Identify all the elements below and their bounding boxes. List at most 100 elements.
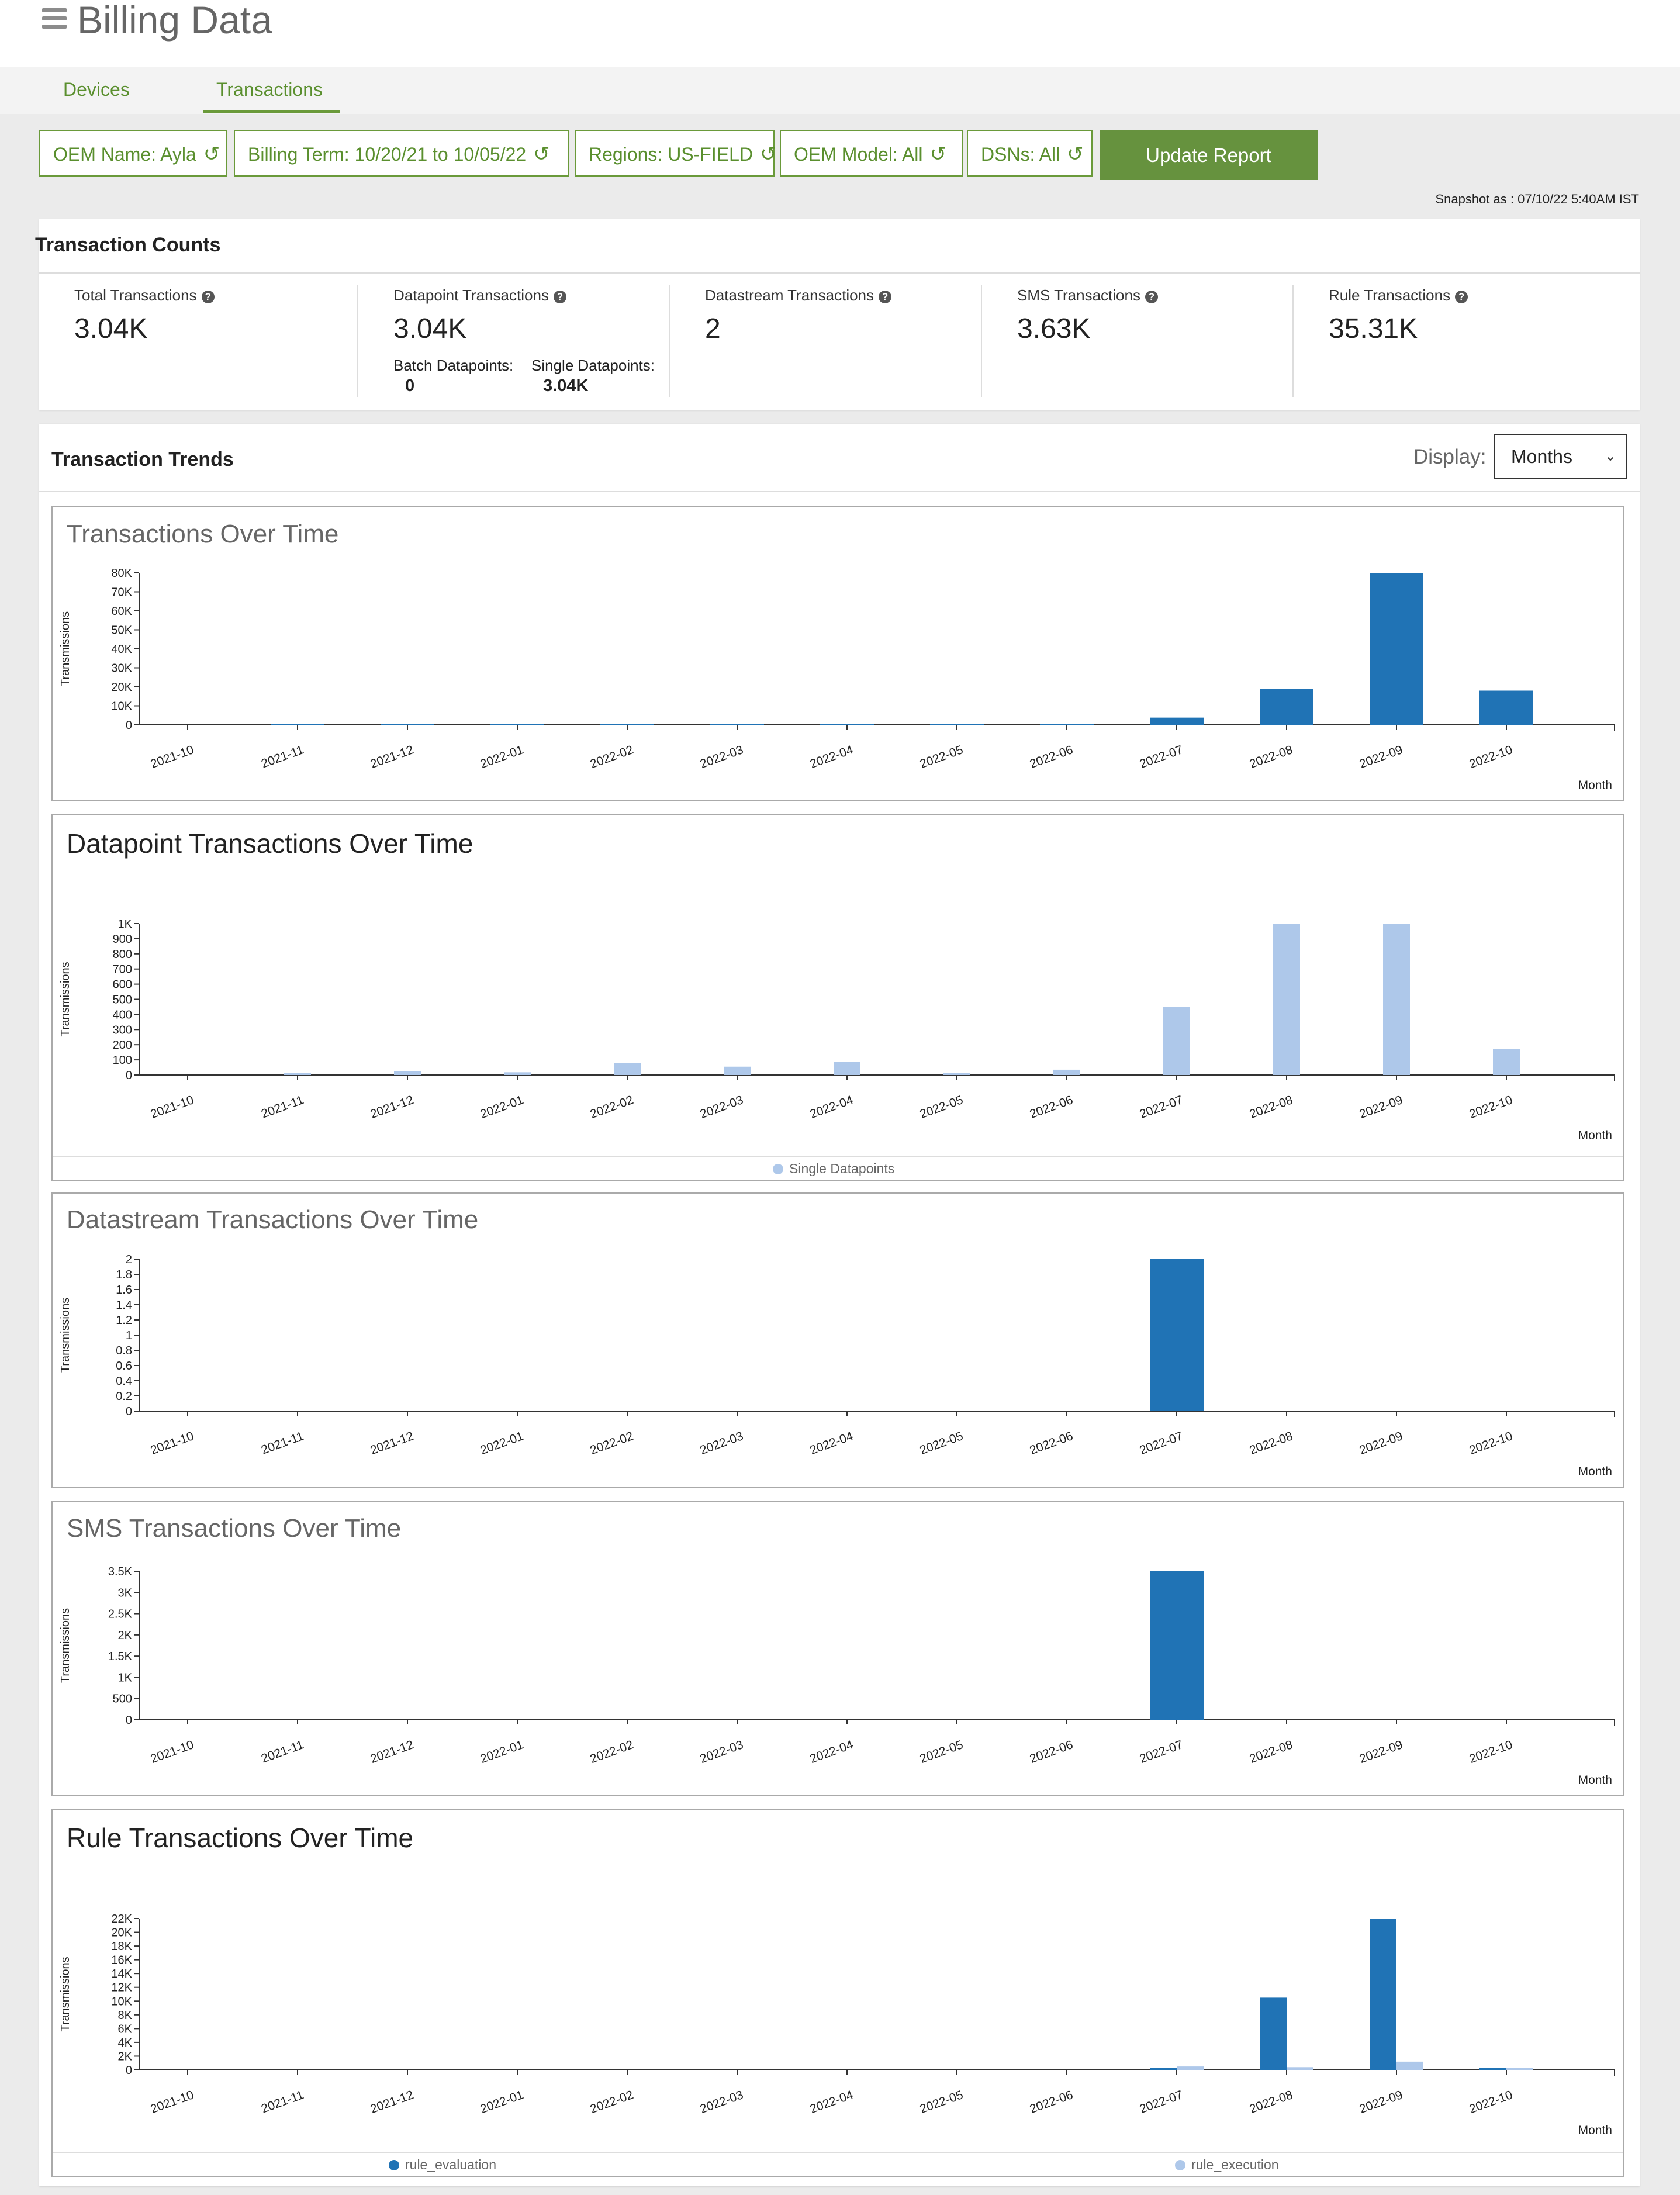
legend-item-rule-evaluation[interactable]: rule_evaluation [389, 2157, 496, 2173]
legend-label: rule_evaluation [405, 2157, 497, 2172]
reset-icon[interactable]: ↺ [533, 143, 550, 165]
bar [614, 1063, 641, 1075]
y-tick-label: 80K [111, 567, 132, 580]
y-tick-label: 2K [118, 1629, 133, 1642]
bar [710, 724, 764, 725]
x-tick-label: 2021-10 [148, 2088, 195, 2116]
y-tick-label: 2.5K [108, 1608, 133, 1621]
y-tick-label: 1K [118, 1671, 133, 1684]
x-tick-label: 2022-08 [1247, 1429, 1294, 1457]
help-icon[interactable]: ? [879, 291, 892, 303]
tab-bar: Devices Transactions [0, 67, 1680, 114]
bar [1273, 924, 1300, 1075]
x-axis-label: Month [1578, 1465, 1612, 1478]
chart-title: Datapoint Transactions Over Time [67, 828, 473, 859]
filter-label: Regions: US-FIELD [589, 144, 753, 165]
x-tick-label: 2022-02 [588, 1093, 635, 1121]
x-tick-label: 2022-07 [1138, 2088, 1184, 2116]
chart-panel-transactions: Transactions Over Time 0 10K 20K 30K 40K 50K 6… [51, 506, 1624, 801]
count-value: 3.63K [1017, 313, 1091, 344]
x-tick-label: 2022-08 [1247, 2088, 1294, 2116]
y-tick-label: 1.6 [116, 1284, 132, 1297]
y-tick-label: 20K [111, 681, 132, 694]
bar [1040, 724, 1094, 725]
legend-item-rule-execution[interactable]: rule_execution [1175, 2157, 1279, 2173]
filter-billing-term[interactable]: Billing Term: 10/20/21 to 10/05/22 ↺ [234, 130, 569, 177]
y-tick-label: 400 [113, 1008, 132, 1021]
tab-transactions[interactable]: Transactions [203, 79, 340, 113]
y-tick-label: 100 [113, 1054, 132, 1067]
bar [1150, 1571, 1204, 1720]
bar [1396, 2061, 1423, 2070]
help-icon[interactable]: ? [201, 291, 215, 303]
x-tick-label: 2022-02 [588, 1738, 635, 1766]
bar [1479, 690, 1533, 725]
bar [1053, 1069, 1080, 1075]
y-tick-label: 50K [111, 624, 132, 637]
legend-label: Single Datapoints [789, 1161, 895, 1176]
x-tick-label: 2022-02 [588, 1429, 635, 1457]
bar [1260, 689, 1313, 725]
reset-icon[interactable]: ↺ [759, 143, 777, 165]
x-tick-label: 2022-05 [918, 2088, 965, 2116]
bar [943, 1073, 970, 1075]
x-tick-label: 2022-06 [1028, 1429, 1074, 1457]
x-tick-label: 2022-07 [1138, 1093, 1184, 1121]
transaction-counts-card [39, 219, 1640, 410]
chart-panel-rules: Rule Transactions Over Time 0 2K 4K 6K 8K 10K… [51, 1809, 1624, 2177]
display-period-select[interactable]: Months ⌄ [1494, 434, 1627, 479]
reset-icon[interactable]: ↺ [203, 143, 220, 165]
y-axis-label: Transmissions [59, 1298, 72, 1373]
y-tick-label: 1.4 [116, 1299, 132, 1312]
tab-devices[interactable]: Devices [63, 79, 130, 100]
bar [381, 724, 434, 725]
y-tick-label: 14K [111, 1968, 132, 1980]
rule-transactions-count: Rule Transactions? 35.31K [1329, 286, 1468, 345]
x-tick-label: 2022-03 [698, 1738, 745, 1766]
count-value: 3.04K [393, 313, 467, 344]
filter-regions[interactable]: Regions: US-FIELD ↺ [575, 130, 777, 177]
y-tick-label: 30K [111, 662, 132, 675]
x-tick-label: 2021-10 [148, 743, 195, 771]
x-tick-label: 2021-12 [368, 743, 415, 771]
legend-item-single-datapoints[interactable]: Single Datapoints [773, 1161, 894, 1177]
y-tick-label: 0 [126, 2064, 132, 2077]
x-tick-label: 2021-12 [368, 1429, 415, 1457]
legend-label: rule_execution [1191, 2157, 1279, 2172]
hamburger-menu-icon[interactable] [42, 8, 67, 29]
y-tick-label: 1K [118, 918, 133, 931]
y-tick-label: 800 [113, 948, 132, 961]
help-icon[interactable]: ? [1145, 291, 1158, 303]
reset-icon[interactable]: ↺ [929, 143, 947, 165]
bar [490, 724, 544, 725]
x-tick-label: 2021-12 [368, 2088, 415, 2116]
y-tick-label: 0 [126, 1714, 132, 1727]
snapshot-timestamp: Snapshot as : 07/10/22 5:40AM IST [1435, 192, 1639, 206]
filter-dsns[interactable]: DSNs: All ↺ [967, 130, 1093, 177]
bar [284, 1073, 311, 1075]
filter-oem-name[interactable]: OEM Name: Ayla ↺ [39, 130, 227, 177]
count-label: Total Transactions [74, 286, 197, 304]
reset-icon[interactable]: ↺ [1067, 143, 1084, 165]
x-tick-label: 2021-11 [260, 743, 306, 770]
y-tick-label: 0 [126, 1069, 132, 1082]
bar [1260, 1997, 1287, 2070]
x-tick-label: 2022-05 [918, 743, 965, 771]
page-title: Billing Data [77, 0, 272, 42]
x-tick-label: 2022-03 [698, 743, 745, 771]
total-transactions-count: Total Transactions? 3.04K [74, 286, 215, 345]
help-icon[interactable]: ? [1455, 291, 1468, 303]
x-tick-label: 2022-09 [1357, 2088, 1404, 2116]
y-tick-label: 2 [126, 1253, 132, 1266]
y-tick-label: 10K [111, 700, 132, 713]
x-tick-label: 2021-10 [148, 1738, 195, 1766]
x-tick-label: 2022-08 [1247, 743, 1294, 771]
filter-oem-model[interactable]: OEM Model: All ↺ [780, 130, 963, 177]
update-report-button[interactable]: Update Report [1100, 130, 1318, 180]
x-tick-label: 2022-09 [1357, 1429, 1404, 1457]
datastream-transactions-count: Datastream Transactions? 2 [705, 286, 892, 345]
help-icon[interactable]: ? [553, 291, 566, 303]
batch-datapoints-value: 0 [405, 376, 415, 395]
